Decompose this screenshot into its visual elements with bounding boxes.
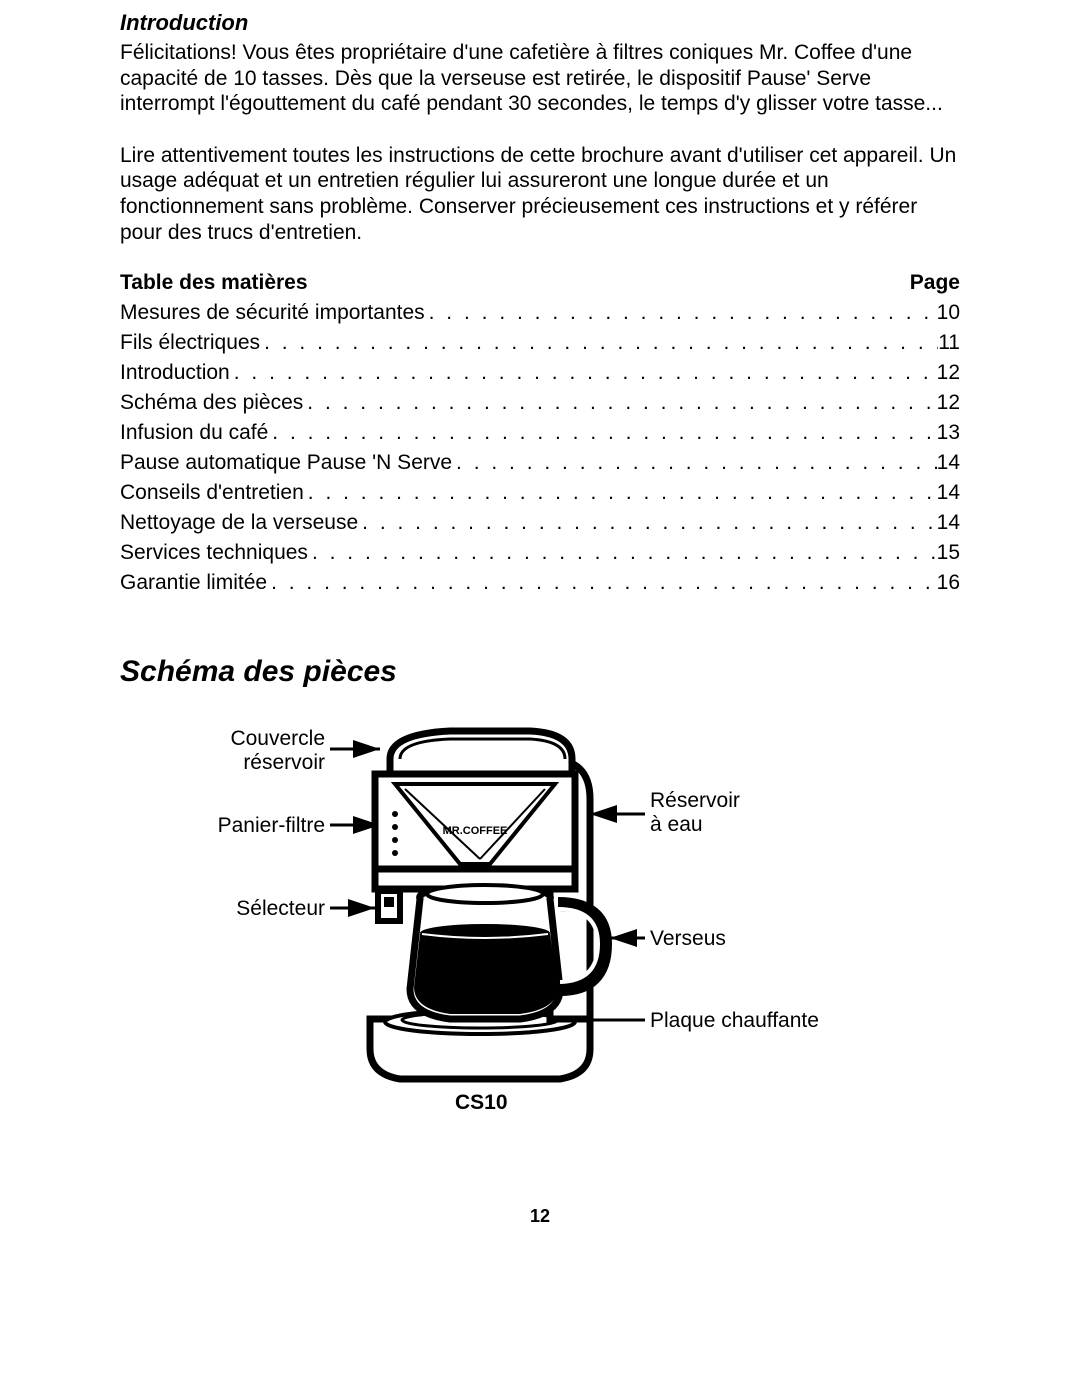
toc-item-label: Infusion du café <box>120 421 268 445</box>
page-number: 12 <box>0 1206 1080 1227</box>
toc-dots: . . . . . . . . . . . . . . . . . . . . … <box>267 571 937 595</box>
toc-item-label: Conseils d'entretien <box>120 481 304 505</box>
toc-item-page: 14 <box>937 481 960 505</box>
toc-item-page: 11 <box>938 331 960 355</box>
toc-dots: . . . . . . . . . . . . . . . . . . . . … <box>425 301 937 325</box>
model-number: CS10 <box>455 1091 508 1115</box>
label-plate: Plaque chauffante <box>650 1009 819 1033</box>
toc-row: Services techniques . . . . . . . . . . … <box>120 541 960 565</box>
toc-item-label: Garantie limitée <box>120 571 267 595</box>
toc-dots: . . . . . . . . . . . . . . . . . . . . … <box>303 391 936 415</box>
toc-row: Infusion du café . . . . . . . . . . . .… <box>120 421 960 445</box>
toc-item-label: Pause automatique Pause 'N Serve <box>120 451 452 475</box>
toc-item-label: Services techniques <box>120 541 308 565</box>
toc-item-page: 14 <box>937 511 960 535</box>
toc-item-page: 10 <box>937 301 960 325</box>
toc-item-page: 16 <box>937 571 960 595</box>
label-lid: Couvercleréservoir <box>205 727 325 775</box>
toc-row: Fils électriques . . . . . . . . . . . .… <box>120 331 960 355</box>
toc-dots: . . . . . . . . . . . . . . . . . . . . … <box>308 541 937 565</box>
toc-item-page: 15 <box>937 541 960 565</box>
parts-diagram: Couvercleréservoir Panier-filtre Sélecte… <box>120 719 960 1139</box>
label-reservoir: Réservoirà eau <box>650 789 740 837</box>
intro-heading: Introduction <box>120 10 960 36</box>
toc-page-label: Page <box>910 271 960 295</box>
label-selector: Sélecteur <box>205 897 325 921</box>
toc-item-label: Nettoyage de la verseuse <box>120 511 358 535</box>
toc-dots: . . . . . . . . . . . . . . . . . . . . … <box>260 331 938 355</box>
toc-item-label: Schéma des pièces <box>120 391 303 415</box>
table-of-contents: Mesures de sécurité importantes . . . . … <box>120 301 960 595</box>
svg-text:MR.COFFEE: MR.COFFEE <box>443 825 508 837</box>
toc-item-label: Mesures de sécurité importantes <box>120 301 425 325</box>
toc-row: Garantie limitée . . . . . . . . . . . .… <box>120 571 960 595</box>
toc-row: Pause automatique Pause 'N Serve . . . .… <box>120 451 960 475</box>
toc-row: Introduction . . . . . . . . . . . . . .… <box>120 361 960 385</box>
toc-header: Table des matières Page <box>120 271 960 295</box>
toc-dots: . . . . . . . . . . . . . . . . . . . . … <box>358 511 936 535</box>
toc-dots: . . . . . . . . . . . . . . . . . . . . … <box>230 361 937 385</box>
toc-item-page: 14 <box>937 451 960 475</box>
toc-row: Schéma des pièces . . . . . . . . . . . … <box>120 391 960 415</box>
intro-paragraph-2: Lire attentivement toutes les instructio… <box>120 143 960 245</box>
label-filter: Panier-filtre <box>205 814 325 838</box>
toc-dots: . . . . . . . . . . . . . . . . . . . . … <box>304 481 937 505</box>
toc-title: Table des matières <box>120 271 308 295</box>
toc-row: Mesures de sécurité importantes . . . . … <box>120 301 960 325</box>
label-carafe: Verseus <box>650 927 726 951</box>
toc-dots: . . . . . . . . . . . . . . . . . . . . … <box>268 421 936 445</box>
toc-dots: . . . . . . . . . . . . . . . . . . . . … <box>452 451 937 475</box>
toc-item-label: Introduction <box>120 361 230 385</box>
toc-item-page: 13 <box>937 421 960 445</box>
toc-item-page: 12 <box>937 361 960 385</box>
toc-item-label: Fils électriques <box>120 331 260 355</box>
diagram-heading: Schéma des pièces <box>120 655 960 689</box>
toc-item-page: 12 <box>937 391 960 415</box>
toc-row: Nettoyage de la verseuse . . . . . . . .… <box>120 511 960 535</box>
intro-paragraph-1: Félicitations! Vous êtes propriétaire d'… <box>120 40 960 117</box>
toc-row: Conseils d'entretien . . . . . . . . . .… <box>120 481 960 505</box>
